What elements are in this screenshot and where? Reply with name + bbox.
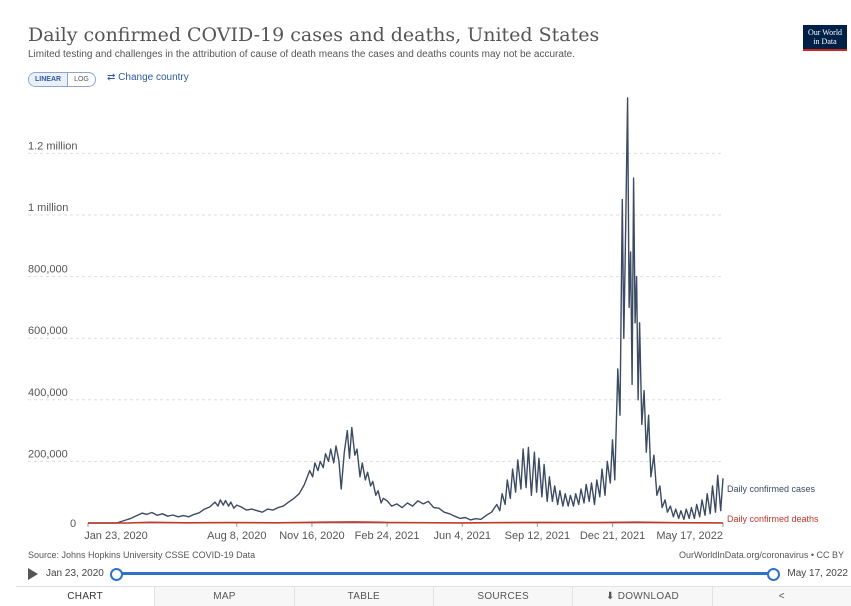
source-text: Source: Johns Hopkins University CSSE CO… <box>28 550 256 560</box>
timeline: Jan 23, 2020 May 17, 2022 <box>28 565 848 583</box>
x-tick-label: May 17, 2022 <box>656 530 723 542</box>
tab-map[interactable]: MAP <box>155 587 295 606</box>
timeline-start-label: Jan 23, 2020 <box>46 568 104 579</box>
log-scale-button[interactable]: LOG <box>74 76 89 83</box>
owid-logo[interactable]: Our World in Data <box>803 25 847 51</box>
y-tick-label: 200,000 <box>28 448 68 460</box>
tab-sources[interactable]: SOURCES <box>433 587 574 606</box>
tab-download[interactable]: ⬇ DOWNLOAD <box>573 587 713 606</box>
chart-title: Daily confirmed COVID-19 cases and death… <box>28 24 600 46</box>
timeline-start-handle[interactable] <box>110 568 123 581</box>
y-tick-label: 400,000 <box>28 387 68 399</box>
play-icon[interactable] <box>28 568 38 580</box>
line-chart[interactable]: 0 200,000 400,000 600,000 800,000 1 million 1.… <box>0 80 851 550</box>
scale-toggle: LINEAR LOG <box>28 72 96 87</box>
y-tick-label: 0 <box>70 518 76 530</box>
logo-line-1: Our World <box>807 28 843 37</box>
change-country-link[interactable]: ⇄ Change country <box>107 72 189 83</box>
x-tick-label: Feb 24, 2021 <box>355 530 420 542</box>
y-tick-label: 800,000 <box>28 264 68 276</box>
y-tick-label: 600,000 <box>28 325 68 337</box>
cases-series-label: Daily confirmed cases <box>727 484 816 494</box>
tab-bar: CHART MAP TABLE SOURCES ⬇ DOWNLOAD < <box>16 586 851 606</box>
tab-share[interactable]: < <box>712 587 851 606</box>
x-tick-label: Jan 23, 2020 <box>84 530 148 542</box>
tab-chart[interactable]: CHART <box>16 587 156 606</box>
tab-table[interactable]: TABLE <box>294 587 434 606</box>
credit-link[interactable]: OurWorldInData.org/coronavirus • CC BY <box>678 550 844 560</box>
timeline-end-label: May 17, 2022 <box>787 568 848 579</box>
deaths-series-label: Daily confirmed deaths <box>727 514 819 524</box>
y-tick-label: 1.2 million <box>28 140 78 152</box>
linear-scale-button[interactable]: LINEAR <box>29 73 69 86</box>
x-tick-label: Jun 4, 2021 <box>433 530 491 542</box>
timeline-end-handle[interactable] <box>767 568 780 581</box>
cases-series-line[interactable] <box>88 97 724 524</box>
logo-line-2: in Data <box>813 37 837 46</box>
x-tick-label: Nov 16, 2020 <box>279 530 344 542</box>
x-tick-label: Sep 12, 2021 <box>505 530 570 542</box>
x-tick-label: Aug 8, 2020 <box>207 530 266 542</box>
deaths-series-line[interactable] <box>88 521 724 524</box>
chart-subtitle: Limited testing and challenges in the at… <box>28 49 576 60</box>
timeline-track[interactable] <box>117 572 772 575</box>
x-tick-label: Dec 21, 2021 <box>580 530 645 542</box>
y-tick-label: 1 million <box>28 202 68 214</box>
